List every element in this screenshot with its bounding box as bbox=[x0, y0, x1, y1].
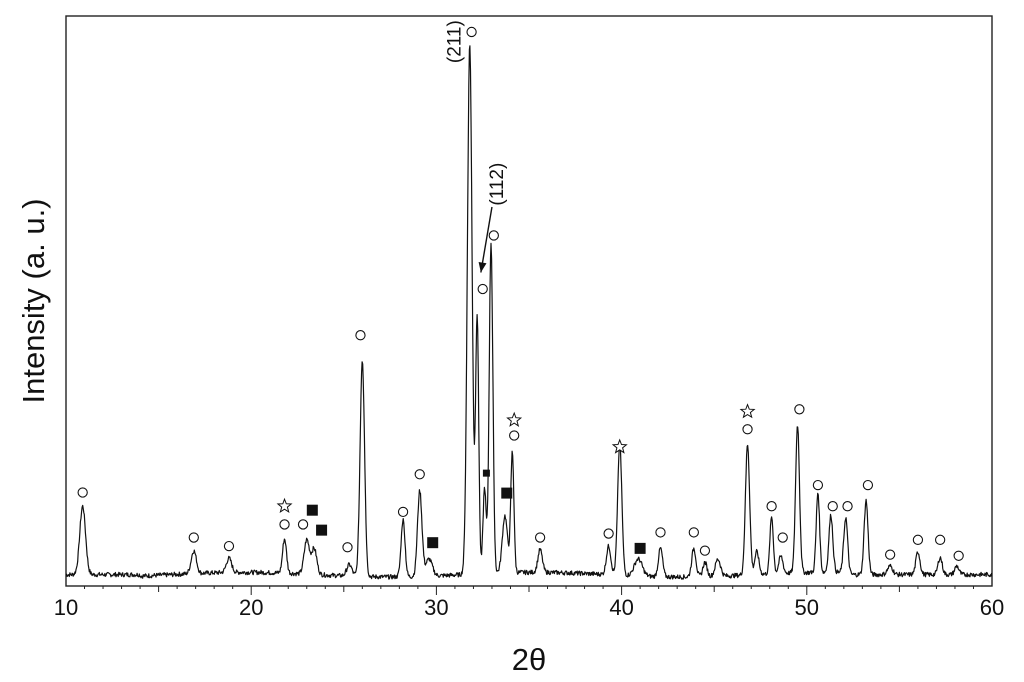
x-tick-label: 40 bbox=[609, 595, 633, 620]
circle-marker bbox=[188, 532, 199, 543]
circle-marker bbox=[488, 230, 499, 241]
circle-marker bbox=[297, 519, 309, 530]
x-tick-label: 20 bbox=[239, 595, 263, 620]
circle-marker bbox=[862, 479, 874, 491]
circle-marker bbox=[414, 469, 425, 480]
circle-marker bbox=[827, 501, 838, 512]
square-marker bbox=[501, 487, 513, 499]
x-axis-ticks: 10 20 30 40 50 60 bbox=[54, 586, 1004, 620]
circle-marker bbox=[742, 424, 753, 435]
square-marker bbox=[427, 537, 439, 549]
diffraction-pattern-line bbox=[65, 45, 993, 580]
star-marker bbox=[739, 403, 756, 419]
circle-marker bbox=[223, 540, 235, 552]
circle-marker bbox=[699, 545, 711, 556]
circle-marker bbox=[477, 283, 488, 295]
x-tick-label: 10 bbox=[54, 595, 78, 620]
star-marker bbox=[276, 497, 293, 514]
circle-marker bbox=[842, 501, 853, 512]
square-marker bbox=[306, 504, 318, 516]
circle-marker bbox=[812, 479, 824, 491]
circle-marker bbox=[953, 550, 964, 561]
circle-marker bbox=[912, 534, 924, 545]
peak-annotations: (211) (112) bbox=[444, 20, 508, 273]
x-tick-label: 50 bbox=[795, 595, 819, 620]
annotation-arrow-line bbox=[480, 206, 493, 273]
plot-frame bbox=[65, 15, 993, 587]
circle-marker bbox=[397, 506, 409, 518]
circle-marker bbox=[279, 519, 290, 530]
circle-marker bbox=[794, 404, 805, 415]
square-marker bbox=[482, 469, 490, 477]
circle-marker bbox=[777, 532, 788, 543]
x-tick-label: 30 bbox=[424, 595, 448, 620]
circle-marker bbox=[509, 430, 520, 441]
annotation-arrowhead bbox=[478, 262, 487, 273]
square-marker bbox=[634, 542, 646, 554]
circle-marker bbox=[603, 528, 614, 539]
circle-marker bbox=[466, 26, 477, 38]
x-axis-title: 2θ bbox=[512, 642, 546, 677]
square-marker bbox=[316, 524, 328, 536]
circle-marker bbox=[342, 542, 353, 553]
star-marker bbox=[611, 438, 628, 454]
circle-marker bbox=[534, 532, 546, 543]
phase-markers bbox=[77, 26, 964, 561]
x-tick-label: 60 bbox=[980, 595, 1004, 620]
circle-marker bbox=[655, 527, 666, 538]
circle-marker bbox=[77, 487, 88, 498]
y-axis-title: Intensity (a. u.) bbox=[16, 198, 51, 403]
circle-marker bbox=[934, 534, 946, 545]
circle-marker bbox=[355, 330, 366, 341]
circle-marker bbox=[884, 549, 896, 560]
circle-marker bbox=[688, 527, 699, 538]
miller-index-label: (112) bbox=[487, 163, 508, 206]
miller-index-label: (211) bbox=[444, 20, 465, 63]
circle-marker bbox=[766, 501, 777, 512]
star-marker bbox=[506, 411, 523, 427]
